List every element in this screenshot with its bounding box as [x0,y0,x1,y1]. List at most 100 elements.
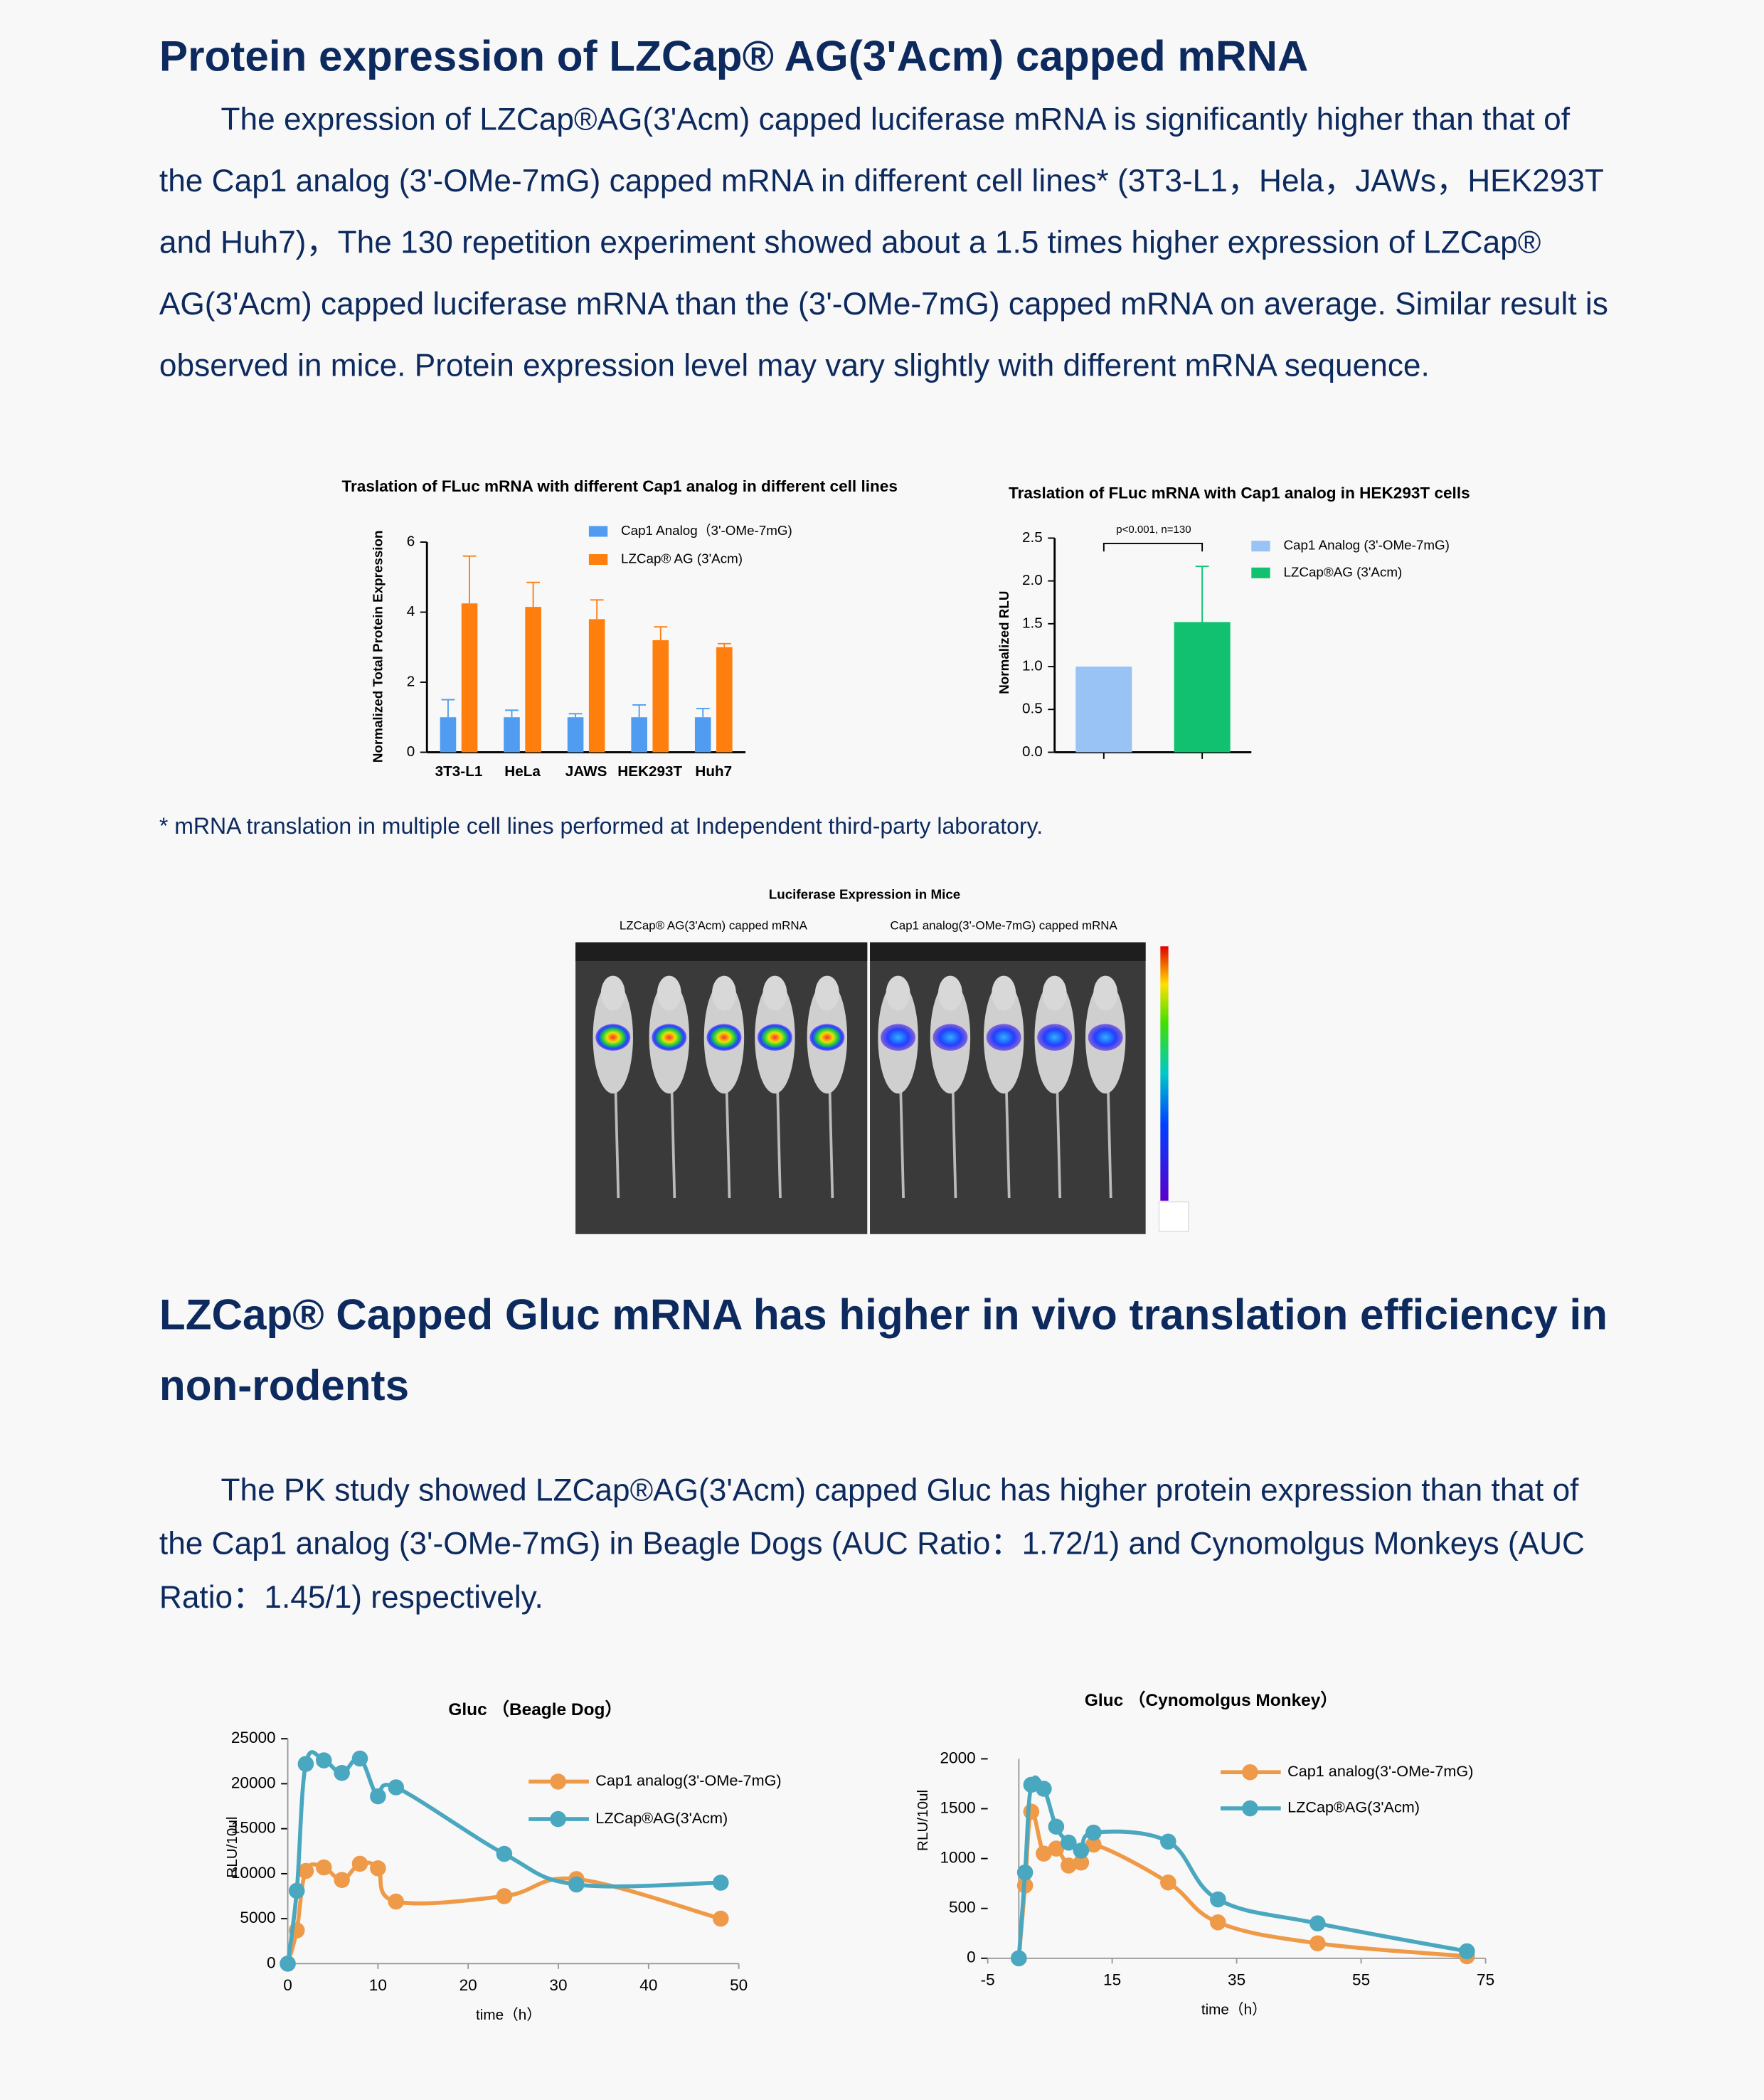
y-tick-label: 5000 [240,1909,275,1926]
y-tick-label: 15000 [231,1819,276,1837]
figure-label: Cap1 analog(3'-OMe-7mG) capped mRNA [891,919,1118,933]
tail [1005,1091,1011,1199]
mouse-head [600,975,625,1011]
y-tick-label: 500 [949,1899,976,1916]
point [1210,1914,1226,1931]
scale-note [1158,1202,1189,1232]
point [315,1752,332,1768]
section-title: LZCap® Capped Gluc mRNA has higher in vi… [159,1290,1608,1410]
annotation: p<0.001, n=130 [1116,524,1191,536]
figure-label: LZCap® AG(3'Acm) capped mRNA [620,919,808,933]
signal [881,1024,916,1051]
point [388,1779,405,1796]
chart-title: Gluc （Cynomolgus Monkey） [1085,1690,1338,1710]
mouse-head [938,975,962,1011]
point [1023,1803,1040,1820]
x-tick-label: Huh7 [695,763,732,780]
point [288,1882,305,1899]
legend-marker [1242,1800,1258,1817]
clip-bar [870,942,1146,961]
mouse-head [1093,975,1118,1011]
point [1309,1935,1326,1952]
clip-bar [575,942,868,961]
point [1061,1857,1077,1874]
tail [951,1091,957,1199]
mouse-head [763,975,787,1011]
section-title: Protein expression of LZCap® AG(3'Acm) c… [159,32,1309,80]
point [496,1845,513,1862]
point [712,1910,729,1927]
signal [1088,1024,1123,1051]
point [370,1860,386,1877]
y-tick-label: 20000 [231,1773,276,1791]
tail [670,1091,676,1199]
point [1036,1781,1052,1797]
x-tick-label: 35 [1228,1971,1245,1989]
chart-title: Gluc （Beagle Dog） [448,1699,622,1719]
signal [1037,1024,1073,1051]
legend-label: Cap1 Analog（3'-OMe-7mG) [621,523,792,538]
series-line [285,1860,722,1965]
x-tick-label: -5 [981,1971,995,1989]
point [1048,1818,1065,1835]
bar [461,603,478,753]
point [1210,1891,1226,1908]
point [1016,1864,1034,1881]
y-tick-label: 1000 [940,1849,975,1867]
bar [525,607,541,753]
legend-marker [550,1810,566,1828]
signal [809,1024,845,1051]
y-tick-label: 1.5 [1022,615,1043,631]
point [1036,1845,1052,1862]
tail [1056,1091,1062,1199]
tail [899,1091,905,1199]
color-scale [1160,946,1169,1201]
paragraph: The expression of LZCap®AG(3'Acm) capped… [159,102,1608,383]
x-tick-label: 30 [549,1976,567,1994]
legend-label: LZCap®AG(3'Acm) [595,1809,728,1827]
y-tick-label: 10000 [231,1864,276,1882]
signal [595,1024,631,1051]
x-axis-label: time（h） [476,2007,541,2023]
point [1023,1776,1040,1793]
point [568,1876,585,1893]
x-axis-label: time（h） [1201,2002,1267,2018]
point [1085,1836,1102,1853]
y-tick-label: 2.5 [1022,529,1043,546]
signal [986,1024,1021,1051]
point [1085,1824,1102,1841]
bar [652,640,669,753]
series-line [285,1750,721,1964]
point [1073,1842,1090,1859]
bar [694,717,711,753]
point [334,1764,350,1781]
bar [1075,667,1132,753]
legend-label: LZCap®AG (3'Acm) [1283,564,1402,579]
legend-label: LZCap®AG(3'Acm) [1287,1798,1420,1816]
point [315,1859,332,1876]
point [297,1756,314,1772]
point [334,1872,350,1889]
x-tick-label: 15 [1103,1971,1121,1989]
y-tick-label: 0.0 [1022,743,1043,760]
x-tick-label: 3T3-L1 [435,763,483,780]
point [712,1874,729,1891]
mouse-head [1042,975,1067,1011]
point [1459,1943,1475,1960]
signal [706,1024,742,1051]
point [1011,1950,1027,1967]
x-tick-label: HeLa [504,763,541,780]
point [1160,1833,1176,1850]
bar [440,717,457,753]
x-tick-label: 50 [730,1976,748,1994]
x-tick-label: 0 [283,1976,292,1994]
point [496,1888,513,1904]
y-tick-label: 1.0 [1022,658,1043,674]
tail [725,1091,731,1199]
x-tick-label: 40 [639,1976,657,1994]
bar [631,717,647,753]
x-tick-label: 75 [1477,1971,1494,1989]
